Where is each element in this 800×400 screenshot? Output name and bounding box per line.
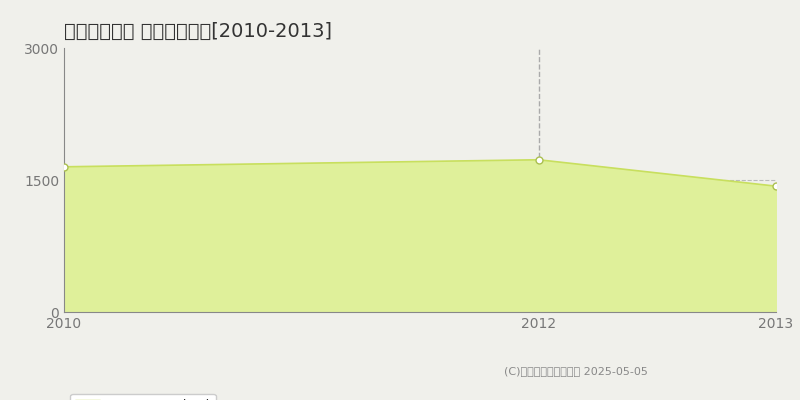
- Point: [532, 156, 545, 163]
- Text: (C)土地価格ドットコム 2025-05-05: (C)土地価格ドットコム 2025-05-05: [504, 366, 648, 376]
- Text: 香取市下小川 農地価格推移[2010-2013]: 香取市下小川 農地価格推移[2010-2013]: [64, 22, 332, 41]
- Legend: 農地価格 平均坪単価(円/坪): 農地価格 平均坪単価(円/坪): [70, 394, 216, 400]
- Point: [58, 164, 70, 170]
- Point: [770, 183, 782, 189]
